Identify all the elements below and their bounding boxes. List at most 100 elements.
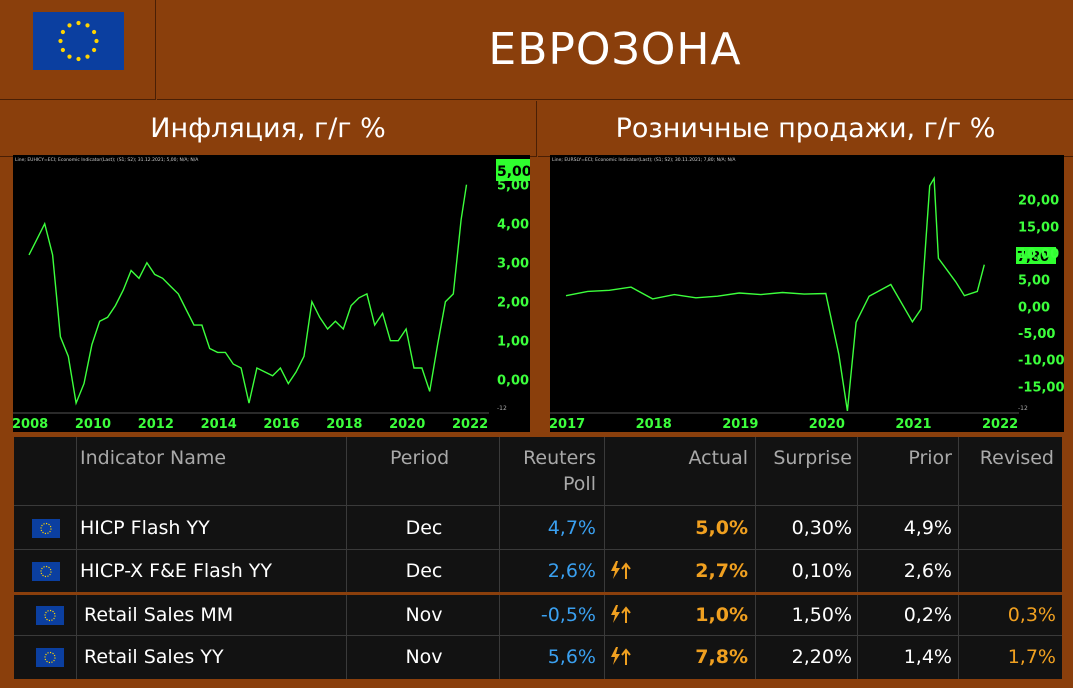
prior-cell: 4,9% xyxy=(903,517,952,539)
header-poll-line2: Poll xyxy=(563,473,596,495)
star-icon xyxy=(58,38,63,44)
actual-cell: 2,7% xyxy=(695,560,748,582)
divider xyxy=(14,635,1062,636)
retail-chart: Line; EURSLY=ECI; Economic Indicator(Las… xyxy=(549,155,1065,432)
inflation-chart-svg: Line; EUHICY=ECI; Economic Indicator(Las… xyxy=(12,155,532,432)
star-icon xyxy=(85,23,90,28)
section-divider xyxy=(14,592,1062,595)
divider xyxy=(755,437,756,679)
x-tick-label: 2022 xyxy=(452,417,488,432)
x-tick-label: 2020 xyxy=(809,417,845,432)
last-value-marker xyxy=(1016,247,1056,264)
retail-chart-legend: Line; EURSLY=ECI; Economic Indicator(Las… xyxy=(552,157,736,163)
table-row[interactable]: HICP-X F&E Flash YY Dec 2,6% 2,7% 0,10% … xyxy=(14,552,1062,592)
header-title-cell: ЕВРОЗОНА xyxy=(157,0,1073,100)
header-surprise: Surprise xyxy=(773,447,852,469)
section-title-retail: Розничные продажи, г/г % xyxy=(538,101,1073,157)
header-prior: Prior xyxy=(908,447,952,469)
divider xyxy=(499,437,500,679)
x-tick-label: 2014 xyxy=(201,417,237,432)
eu-flag-icon xyxy=(36,606,64,625)
star-icon xyxy=(92,47,97,53)
retail-title: Розничные продажи, г/г % xyxy=(615,113,996,144)
table-row[interactable]: Retail Sales YY Nov 5,6% 7,8% 2,20% 1,4%… xyxy=(14,638,1062,678)
unit-label: -12 xyxy=(1018,405,1028,412)
lightning-up-arrow-icon xyxy=(611,605,631,623)
revised-cell: 1,7% xyxy=(1007,646,1056,668)
indicator-name: Retail Sales MM xyxy=(84,604,234,626)
header-period: Period xyxy=(390,447,450,469)
star-icon xyxy=(60,47,65,53)
inflation-title: Инфляция, г/г % xyxy=(150,113,386,144)
indicator-name: HICP Flash YY xyxy=(80,517,210,539)
y-tick-label: 20,00 xyxy=(1018,194,1059,209)
x-tick-label: 2016 xyxy=(263,417,299,432)
y-tick-label: 1,00 xyxy=(497,335,529,350)
star-icon xyxy=(76,56,81,62)
eu-flag-icon xyxy=(36,648,64,667)
divider xyxy=(76,437,77,679)
unit-label: -12 xyxy=(497,405,507,412)
lightning-up-arrow-icon xyxy=(611,647,631,665)
section-title-inflation: Инфляция, г/г % xyxy=(0,101,537,157)
y-tick-label: 0,00 xyxy=(1018,300,1050,315)
x-tick-label: 2021 xyxy=(895,417,931,432)
x-tick-label: 2022 xyxy=(982,417,1018,432)
indicator-table: Indicator Name Period Reuters Poll Actua… xyxy=(14,437,1062,679)
y-tick-label: 0,00 xyxy=(497,374,529,389)
poll-cell: 2,6% xyxy=(547,560,596,582)
divider xyxy=(346,437,347,679)
period-cell: Dec xyxy=(405,560,443,582)
header-reuters-poll: Reuters Poll xyxy=(519,447,596,495)
eu-flag-icon xyxy=(33,12,124,70)
period-cell: Nov xyxy=(405,604,443,626)
star-icon xyxy=(94,38,99,44)
header-revised: Revised xyxy=(979,447,1054,469)
y-tick-label: 5,00 xyxy=(497,179,529,194)
star-icon xyxy=(76,20,81,26)
indicator-name: HICP-X F&E Flash YY xyxy=(80,560,272,582)
retail-chart-svg: Line; EURSLY=ECI; Economic Indicator(Las… xyxy=(549,157,1065,432)
actual-cell: 5,0% xyxy=(695,517,748,539)
divider xyxy=(604,437,605,679)
series-line xyxy=(565,175,985,412)
last-value-marker xyxy=(496,159,530,181)
x-tick-label: 2010 xyxy=(75,417,111,432)
y-tick-label: 5,00 xyxy=(1018,274,1050,289)
poll-cell: -0,5% xyxy=(540,604,596,626)
x-tick-label: 2018 xyxy=(636,417,672,432)
prior-cell: 2,6% xyxy=(903,560,952,582)
table-row[interactable]: Retail Sales MM Nov -0,5% 1,0% 1,50% 0,2… xyxy=(14,596,1062,636)
actual-cell: 7,8% xyxy=(695,646,748,668)
star-icon xyxy=(67,23,72,28)
prior-cell: 0,2% xyxy=(903,604,952,626)
period-cell: Dec xyxy=(405,517,443,539)
header-poll-line1: Reuters xyxy=(523,447,596,469)
divider xyxy=(857,437,858,679)
header-indicator-name: Indicator Name xyxy=(80,447,227,469)
series-line xyxy=(28,184,468,406)
y-tick-label: 3,00 xyxy=(497,257,529,272)
page-title: ЕВРОЗОНА xyxy=(488,24,742,75)
x-tick-label: 2017 xyxy=(550,417,585,432)
y-tick-label: 4,00 xyxy=(497,218,529,233)
header-flag-cell xyxy=(0,0,156,100)
surprise-cell: 2,20% xyxy=(791,646,852,668)
last-value-label: 5,00 xyxy=(497,164,530,180)
prior-cell: 1,4% xyxy=(903,646,952,668)
last-value-label: 7,80 xyxy=(1017,250,1049,265)
y-tick-label: 10,00 xyxy=(1018,247,1059,262)
surprise-cell: 0,10% xyxy=(791,560,852,582)
x-tick-label: 2008 xyxy=(13,417,48,432)
eu-flag-icon xyxy=(32,562,60,581)
poll-cell: 5,6% xyxy=(547,646,596,668)
indicator-name: Retail Sales YY xyxy=(84,646,224,668)
divider xyxy=(14,505,1062,506)
star-icon xyxy=(67,54,72,59)
header-actual: Actual xyxy=(688,447,748,469)
x-tick-label: 2019 xyxy=(722,417,758,432)
x-tick-label: 2020 xyxy=(389,417,425,432)
inflation-chart: Line; EUHICY=ECI; Economic Indicator(Las… xyxy=(12,155,532,432)
table-row[interactable]: HICP Flash YY Dec 4,7% 5,0% 0,30% 4,9% xyxy=(14,509,1062,549)
y-tick-label: 2,00 xyxy=(497,296,529,311)
